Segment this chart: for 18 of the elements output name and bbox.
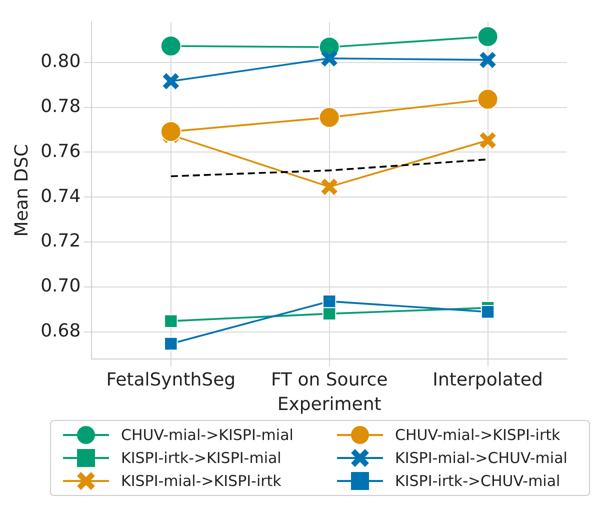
legend-label: CHUV-mial->KISPI-mial bbox=[121, 426, 294, 444]
y-tick-label: 0.74 bbox=[40, 186, 81, 207]
y-axis-title: Mean DSC bbox=[11, 144, 32, 237]
y-tick-label: 0.68 bbox=[40, 320, 81, 342]
legend-label: KISPI-irtk->KISPI-mial bbox=[121, 449, 282, 467]
y-tick-label: 0.72 bbox=[40, 230, 81, 252]
x-tick-label: Interpolated bbox=[432, 369, 543, 390]
x-axis-title: Experiment bbox=[277, 394, 382, 415]
legend-label: KISPI-mial->KISPI-irtk bbox=[121, 472, 282, 490]
y-tick-label: 0.78 bbox=[40, 96, 81, 117]
legend-label: KISPI-irtk->CHUV-mial bbox=[395, 472, 560, 490]
x-tick-label: FT on Source bbox=[270, 369, 388, 390]
y-tick-label: 0.70 bbox=[40, 276, 81, 297]
legend-label: KISPI-mial->CHUV-mial bbox=[395, 449, 568, 467]
y-tick-label: 0.76 bbox=[40, 140, 81, 162]
x-tick-label: FetalSynthSeg bbox=[106, 369, 236, 390]
legend-label: CHUV-mial->KISPI-irtk bbox=[395, 426, 560, 444]
y-tick-label: 0.80 bbox=[40, 51, 81, 72]
